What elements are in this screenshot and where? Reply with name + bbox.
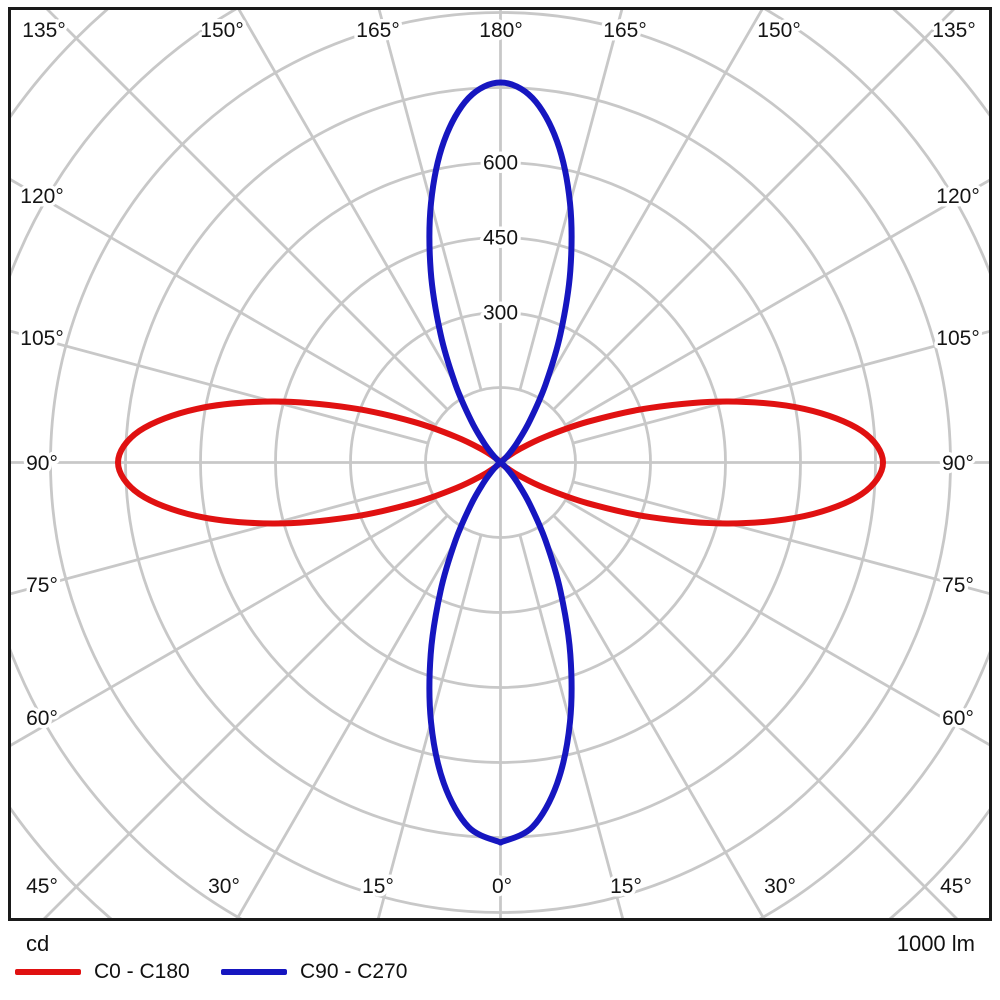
angle-label-top-1: 150° [200, 19, 243, 42]
angle-label-left-0: 120° [20, 185, 63, 208]
legend-item-c90-c270: C90 - C270 [221, 960, 407, 984]
curve-c90-c270 [426, 79, 575, 846]
grid-spoke-300 [11, 498, 437, 747]
grid-spoke-285 [11, 480, 429, 596]
legend-label-c0-c180: C0 - C180 [94, 960, 190, 983]
curves [115, 79, 886, 846]
angle-label-bottom-4: 15° [610, 875, 642, 898]
grid-spoke-330 [235, 526, 465, 918]
angle-label-top-6: 135° [932, 19, 975, 42]
grid-spoke-60 [564, 498, 989, 747]
grid-spoke-135 [552, 10, 955, 411]
angle-label-left-4: 60° [26, 707, 58, 730]
grid-spoke-75 [572, 480, 989, 595]
angle-label-top-3: 180° [479, 19, 522, 42]
radial-label-600: 600 [483, 152, 518, 175]
angle-label-right-1: 105° [936, 327, 979, 350]
angle-label-right-3: 75° [942, 574, 974, 597]
grid-spoke-225 [46, 10, 449, 411]
angle-label-right-0: 120° [936, 185, 979, 208]
grid-spoke-45 [552, 514, 958, 918]
flux-label: 1000 lm [896, 931, 975, 956]
grid-spoke-165 [518, 10, 624, 391]
grid-spoke-255 [11, 329, 429, 445]
grid-spoke-105 [572, 330, 989, 445]
angle-label-bottom-5: 30° [764, 875, 796, 898]
angle-label-top-4: 165° [603, 19, 646, 42]
grid-spoke-30 [536, 526, 766, 918]
angle-label-left-1: 105° [20, 327, 63, 350]
angle-label-bottom-1: 30° [208, 875, 240, 898]
units-label: cd [26, 931, 50, 956]
grid-spoke-315 [43, 514, 449, 918]
grid-spoke-150 [536, 10, 764, 399]
grid-spoke-345 [376, 534, 483, 918]
grid-spoke-240 [11, 178, 437, 427]
angle-label-right-2: 90° [942, 452, 974, 475]
angle-label-bottom-3: 0° [492, 875, 512, 898]
chart-border [8, 7, 992, 921]
angle-label-top-2: 165° [356, 19, 399, 42]
angle-label-top-5: 150° [757, 19, 800, 42]
legend-label-c90-c270: C90 - C270 [300, 960, 408, 983]
polar-chart: 135° 150° 165° 180° 165° 150° 135° 45° 30° 15° 0° 1… [8, 7, 992, 921]
angle-label-left-2: 90° [26, 452, 58, 475]
polar-grid [11, 10, 989, 918]
grid-spoke-120 [564, 178, 989, 427]
angle-label-right-4: 60° [942, 707, 974, 730]
grid-spoke-195 [377, 10, 483, 391]
angle-label-bottom-0: 45° [26, 875, 58, 898]
angle-label-bottom-2: 15° [362, 875, 394, 898]
grid-spoke-15 [518, 534, 625, 918]
radial-label-450: 450 [483, 227, 518, 250]
radial-label-300: 300 [483, 302, 518, 325]
axis-labels: 135° 150° 165° 180° 165° 150° 135° 45° 30° 15° 0° 1… [17, 16, 983, 902]
legend-swatch-c90-c270 [221, 969, 287, 975]
angle-label-top-0: 135° [22, 19, 65, 42]
angle-label-bottom-6: 45° [940, 875, 972, 898]
legend-item-c0-c180: C0 - C180 [15, 960, 190, 984]
grid-spoke-210 [237, 10, 465, 399]
angle-label-left-3: 75° [26, 574, 58, 597]
legend-swatch-c0-c180 [15, 969, 81, 975]
